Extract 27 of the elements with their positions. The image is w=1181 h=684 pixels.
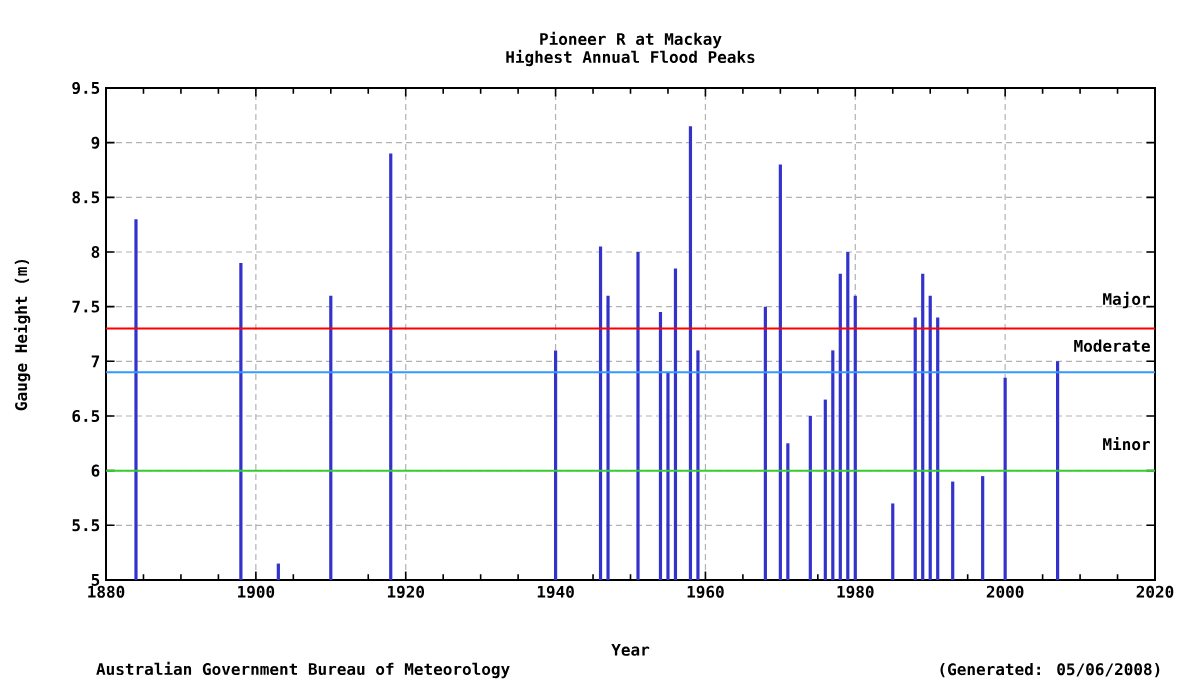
y-tick-label: 6: [91, 464, 100, 477]
ref-line-label: Major: [1103, 291, 1150, 309]
chart-title: Pioneer R at Mackay: [540, 31, 722, 49]
ref-line-label: Moderate: [1074, 339, 1150, 352]
x-tick-label: 2000: [986, 585, 1024, 598]
x-tick-label: 1980: [837, 585, 874, 598]
y-tick-label: 5: [91, 574, 100, 586]
y-tick-label: 9.5: [72, 81, 100, 95]
x-tick-label: 1880: [88, 585, 125, 598]
y-tick-label: 6.5: [72, 409, 100, 423]
text: Australian Government Bureau of Meteorology: [96, 661, 510, 679]
x-tick-label: 2020: [1136, 585, 1174, 598]
y-tick-label: 5.5: [72, 519, 100, 532]
y-tick-label: 7.5: [72, 300, 100, 313]
y-tick-label: 9: [91, 136, 100, 149]
x-tick-label: 1900: [238, 585, 275, 598]
y-tick-label: 8: [91, 245, 100, 259]
y-tick-label: 7: [91, 355, 100, 368]
chart-subtitle: Highest Annual Flood Peaks: [506, 49, 755, 67]
text: (Generated: 05/06/2008): [940, 662, 1160, 678]
ref-line-label: Minor: [1103, 437, 1150, 451]
x-axis-title: Year: [611, 643, 650, 656]
x-tick-label: 1920: [387, 585, 425, 598]
x-tick-label: 1960: [687, 585, 724, 598]
y-tick-label: 8.5: [72, 191, 100, 204]
x-tick-label: 1940: [537, 585, 574, 598]
y-axis-title: Gauge Height (m): [13, 259, 31, 411]
